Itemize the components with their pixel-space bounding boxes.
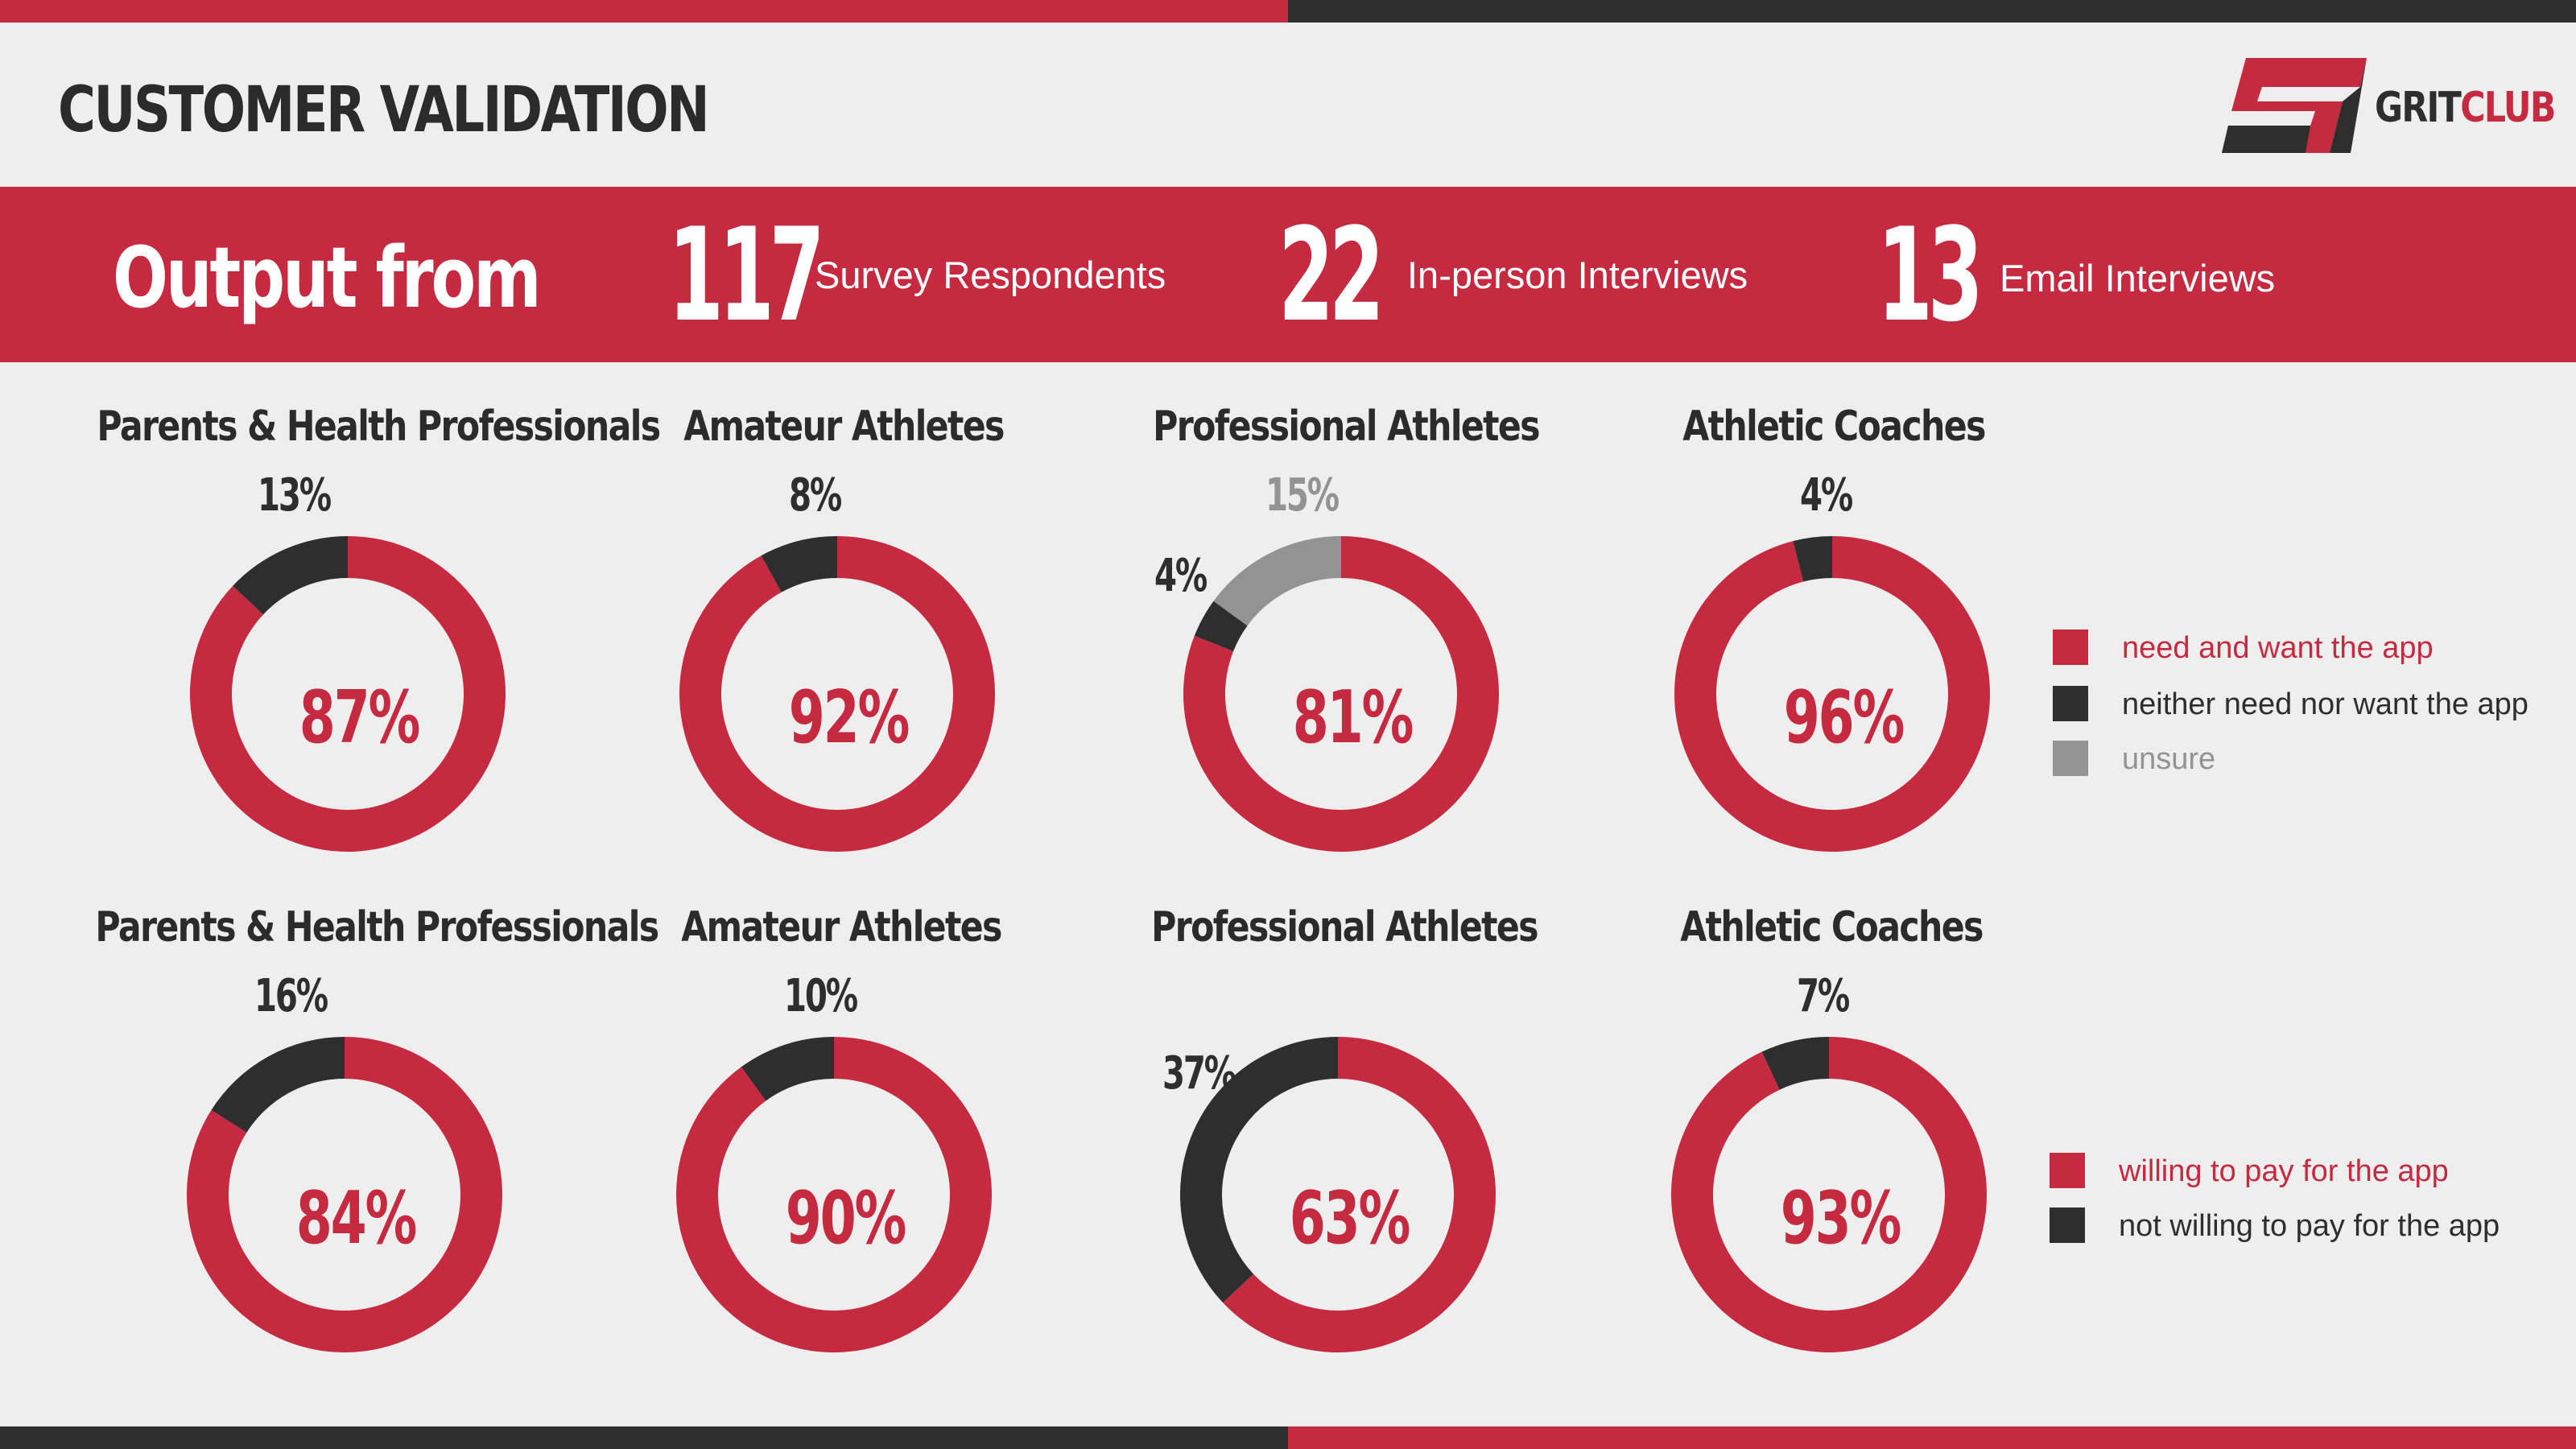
chart-title-parents-pay: Parents & Health Professionals (95, 903, 659, 952)
legend-swatch-not-willing-pay (2050, 1208, 2085, 1243)
legend-swatch-unsure (2053, 741, 2088, 776)
bottom-accent-bar (0, 1426, 2576, 1449)
top-accent-red (0, 0, 1288, 23)
output-from-label: Output from (113, 229, 542, 327)
donut-segment-value-label: 7% (1797, 969, 1850, 1022)
donut-segment-unsure (1213, 536, 1341, 626)
donut-segment-value-label: 37% (1162, 1046, 1236, 1099)
logo-grit: GRIT (2375, 84, 2462, 132)
legend-label-need-want: need and want the app (2122, 631, 2434, 665)
donut-main-value-label: 93% (1781, 1176, 1901, 1260)
donut-segment-value-label: 10% (784, 969, 857, 1022)
donut-segment-value-label: 15% (1265, 469, 1339, 521)
logo-club: CLUB (2460, 84, 2556, 132)
page-title: CUSTOMER VALIDATION (58, 74, 710, 147)
top-accent-bar (0, 0, 2576, 23)
donut-main-value-label: 90% (786, 1176, 906, 1260)
bottom-accent-dark (0, 1426, 1288, 1449)
chart-title-amateur-pay: Amateur Athletes (681, 903, 1002, 952)
gritclub-logo: GRITCLUB (2222, 56, 2556, 161)
chart-title-professional-pay: Professional Athletes (1151, 903, 1538, 952)
legend-label-not-willing-pay: not willing to pay for the app (2119, 1209, 2500, 1243)
donut-segment-value-label: 16% (254, 969, 328, 1022)
email-interviews-label: Email Interviews (2000, 257, 2276, 299)
donut-segment-neither-need-nor-want-the-app (1194, 601, 1248, 651)
summary-banner: Output from 117 Survey Respondents 22 In… (0, 187, 2576, 362)
in-person-interviews-label: In-person Interviews (1407, 254, 1748, 296)
donut-main-value-label: 63% (1290, 1176, 1410, 1260)
top-accent-dark (1288, 0, 2576, 23)
donut-main-value-label: 96% (1784, 675, 1904, 759)
survey-respondents-label: Survey Respondents (815, 254, 1166, 296)
donut-segment-value-label: 4% (1154, 549, 1208, 601)
bottom-accent-red (1288, 1426, 2576, 1449)
chart-title-professional-want: Professional Athletes (1153, 402, 1540, 451)
logo-wordmark: GRITCLUB (2375, 84, 2556, 132)
legend-label-willing-pay: willing to pay for the app (2119, 1154, 2449, 1188)
email-interviews-count: 13 (1877, 200, 1984, 350)
donut-main-value-label: 92% (789, 675, 909, 759)
chart-title-amateur-want: Amateur Athletes (683, 402, 1005, 451)
donut-segment-neither-need-nor-want-the-app (761, 536, 837, 592)
legend-swatch-neither (2053, 686, 2088, 721)
chart-title-parents-want: Parents & Health Professionals (97, 402, 661, 451)
donut-main-value-label: 84% (296, 1176, 416, 1260)
legend-swatch-willing-pay (2050, 1153, 2085, 1188)
in-person-interviews-count: 22 (1278, 200, 1385, 350)
donut-segment-neither-need-nor-want-the-app (1793, 536, 1832, 582)
donut-segment-value-label: 8% (789, 469, 842, 521)
legend-label-unsure: unsure (2122, 742, 2216, 776)
donut-segment-not-willing-to-pay-for-the-app (1761, 1037, 1829, 1090)
donut-main-value-label: 81% (1293, 675, 1413, 759)
donut-segment-value-label: 13% (258, 469, 331, 521)
gritclub-logo-icon (2222, 58, 2367, 153)
chart-title-coaches-pay: Athletic Coaches (1680, 903, 1984, 952)
donut-segment-value-label: 4% (1800, 469, 1853, 521)
donut-segment-not-willing-to-pay-for-the-app (741, 1037, 834, 1101)
survey-respondents-count: 117 (668, 200, 825, 350)
donut-segment-not-willing-to-pay-for-the-app (1179, 1037, 1338, 1303)
donut-segment-neither-need-nor-want-the-app (233, 536, 348, 615)
legend-label-neither: neither need nor want the app (2122, 687, 2529, 721)
donut-segment-willing-to-pay-for-the-app (1223, 1037, 1496, 1352)
donut-main-value-label: 87% (299, 675, 419, 759)
donut-segment-not-willing-to-pay-for-the-app (211, 1037, 345, 1133)
chart-title-coaches-want: Athletic Coaches (1682, 402, 1986, 451)
legend-swatch-need-want (2053, 630, 2088, 665)
